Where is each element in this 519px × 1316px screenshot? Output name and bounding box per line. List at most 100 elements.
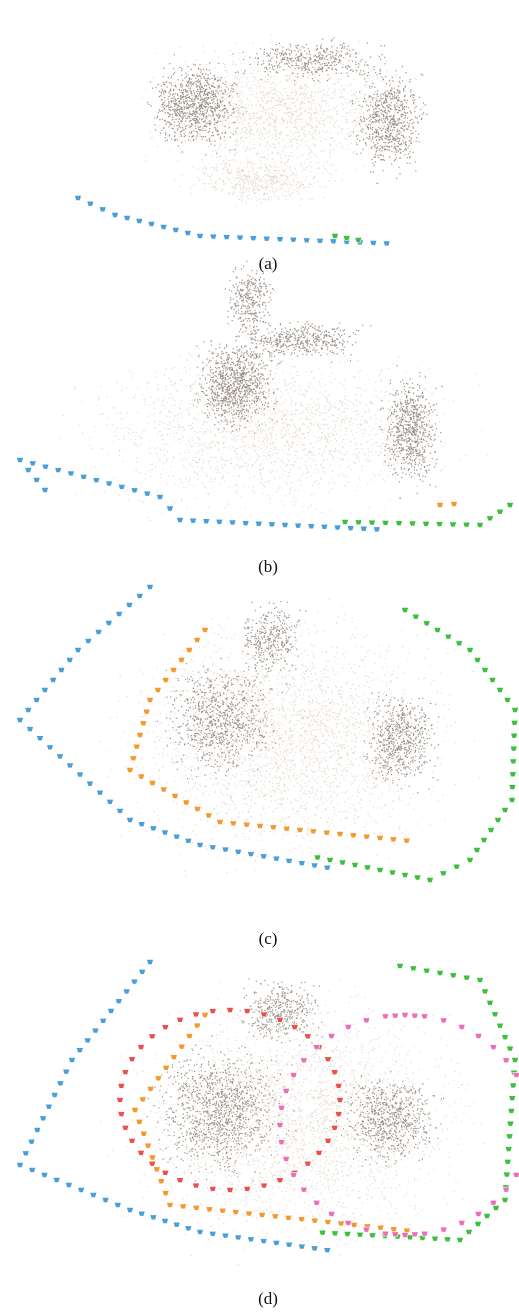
camera xyxy=(467,858,474,863)
camera xyxy=(116,612,123,617)
camera xyxy=(409,521,416,526)
camera xyxy=(283,1089,290,1094)
camera xyxy=(222,1233,229,1238)
camera xyxy=(482,668,489,673)
camera xyxy=(504,698,511,703)
camera xyxy=(40,1116,47,1121)
camera xyxy=(149,1034,156,1039)
camera xyxy=(193,1012,200,1017)
camera xyxy=(128,1057,135,1062)
camera xyxy=(377,868,384,873)
camera xyxy=(411,1232,418,1237)
camera xyxy=(298,1244,305,1249)
camera xyxy=(78,1188,85,1193)
camera xyxy=(325,1138,332,1143)
camera xyxy=(118,1083,125,1088)
camera xyxy=(75,648,82,653)
camera xyxy=(511,733,518,738)
camera xyxy=(153,1167,160,1172)
camera xyxy=(382,520,389,525)
camera xyxy=(77,772,84,777)
camera xyxy=(178,1044,185,1049)
camera xyxy=(162,1191,169,1196)
camera xyxy=(432,1236,439,1241)
camera xyxy=(421,1014,428,1019)
camera xyxy=(363,1227,370,1232)
camera xyxy=(310,829,317,834)
camera xyxy=(423,621,430,626)
camera xyxy=(513,1172,519,1177)
camera xyxy=(456,641,463,646)
points xyxy=(147,1036,297,1182)
camera xyxy=(338,1221,345,1226)
camera xyxy=(434,628,441,633)
camera xyxy=(178,658,185,663)
camera xyxy=(127,818,134,823)
camera xyxy=(209,1009,216,1014)
camera xyxy=(202,628,209,633)
camera xyxy=(382,1014,389,1019)
camera-tracks xyxy=(17,196,519,1253)
camera xyxy=(138,1045,145,1050)
camera xyxy=(437,503,444,508)
camera xyxy=(332,234,339,239)
camera xyxy=(242,521,249,526)
camera xyxy=(458,1024,465,1029)
camera xyxy=(484,1214,491,1219)
camera xyxy=(186,648,193,653)
camera xyxy=(216,519,223,524)
camera xyxy=(147,960,154,965)
camera xyxy=(244,1186,251,1191)
camera xyxy=(75,196,82,201)
camera xyxy=(222,847,229,852)
camera xyxy=(194,807,201,812)
camera xyxy=(490,1045,497,1050)
camera xyxy=(351,1222,358,1227)
camera xyxy=(297,828,304,833)
camera xyxy=(505,1147,512,1152)
camera xyxy=(323,830,330,835)
camera xyxy=(503,1187,510,1192)
camera xyxy=(126,603,133,608)
camera xyxy=(133,744,140,749)
camera xyxy=(128,1138,135,1143)
camera xyxy=(25,708,32,713)
camera xyxy=(148,222,155,227)
camera xyxy=(364,865,371,870)
camera xyxy=(122,1070,129,1075)
camera xyxy=(450,522,457,527)
camera xyxy=(503,1172,510,1177)
camera xyxy=(131,488,138,493)
camera xyxy=(263,236,270,241)
camera xyxy=(138,774,145,779)
camera xyxy=(138,1211,145,1216)
camera xyxy=(132,1108,139,1113)
camera xyxy=(482,989,489,994)
points xyxy=(349,63,428,184)
camera xyxy=(260,1012,267,1017)
camera xyxy=(172,228,179,233)
camera xyxy=(477,978,484,983)
camera xyxy=(69,1058,76,1063)
camera xyxy=(495,818,502,823)
camera xyxy=(311,1218,318,1223)
camera xyxy=(504,1159,511,1164)
camera xyxy=(84,1038,91,1043)
camera xyxy=(130,756,137,761)
camera xyxy=(377,836,384,841)
camera xyxy=(66,658,73,663)
camera xyxy=(273,856,280,861)
camera xyxy=(330,239,337,244)
camera xyxy=(185,838,192,843)
camera xyxy=(257,824,264,829)
camera xyxy=(337,832,344,837)
camera xyxy=(230,821,237,826)
points xyxy=(242,601,306,685)
camera xyxy=(162,678,169,683)
camera xyxy=(303,238,310,243)
camera xyxy=(475,1211,482,1216)
camera xyxy=(283,826,290,831)
camera xyxy=(17,458,24,463)
camera xyxy=(147,1086,154,1091)
camera xyxy=(278,1105,285,1110)
